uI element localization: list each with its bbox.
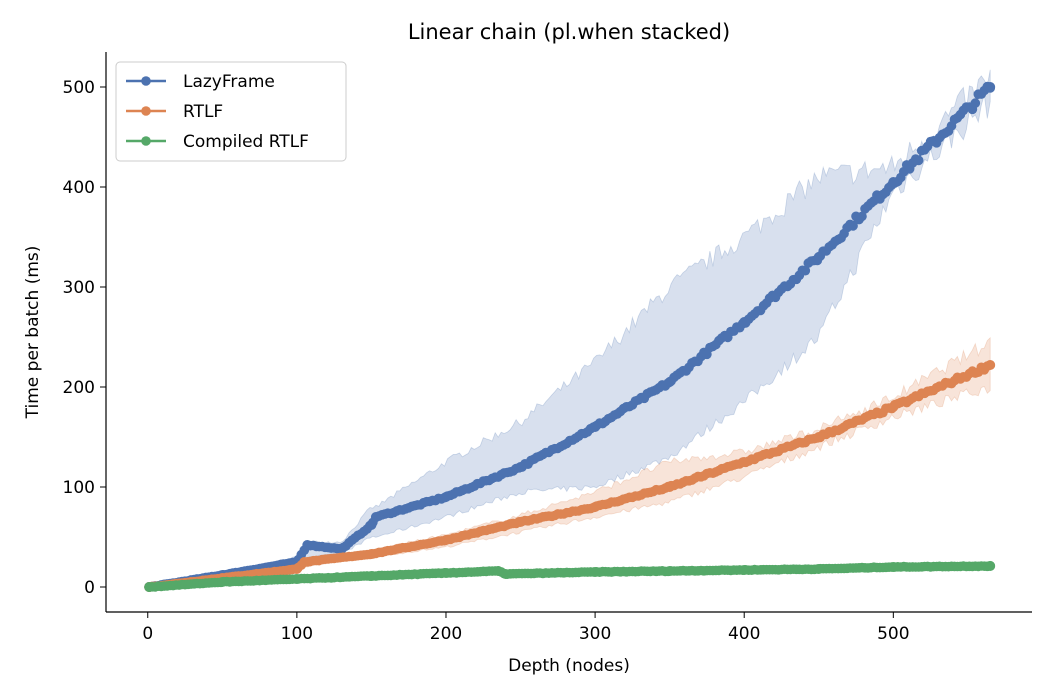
point-rtlf bbox=[441, 535, 451, 545]
series-points bbox=[144, 81, 996, 592]
point-compiled-rtlf bbox=[590, 567, 601, 577]
point-lazyframe bbox=[441, 492, 451, 502]
y-axis-title: Time per batch (ms) bbox=[23, 246, 43, 420]
legend-frame bbox=[115, 61, 347, 162]
legend-item-lazyframe: LazyFrame bbox=[126, 72, 275, 92]
point-compiled-rtlf bbox=[664, 566, 675, 576]
y-tick-label: 200 bbox=[63, 378, 95, 398]
point-rtlf bbox=[299, 557, 310, 567]
y-tick-label: 500 bbox=[63, 78, 95, 98]
point-lazyframe bbox=[739, 317, 750, 327]
x-axis-title: Depth (nodes) bbox=[508, 656, 630, 676]
point-compiled-rtlf bbox=[739, 565, 750, 575]
point-compiled-rtlf bbox=[500, 569, 511, 579]
x-tick-label: 500 bbox=[877, 624, 909, 644]
point-lazyframe bbox=[848, 221, 858, 231]
point-lazyframe bbox=[370, 512, 381, 522]
x-ticks: 0 100 200 300 400 500 bbox=[142, 612, 910, 644]
legend-label: LazyFrame bbox=[183, 72, 275, 92]
point-lazyframe bbox=[970, 98, 981, 108]
x-tick-label: 400 bbox=[728, 624, 760, 644]
point-compiled-rtlf bbox=[888, 562, 899, 572]
point-rtlf bbox=[664, 482, 675, 492]
legend-swatch-marker bbox=[141, 136, 151, 146]
point-lazyframe bbox=[590, 422, 601, 432]
point-lazyframe bbox=[515, 462, 526, 472]
legend-swatch-marker bbox=[141, 76, 151, 86]
legend: LazyFrame RTLF Compiled RTLF bbox=[115, 61, 347, 162]
point-rtlf bbox=[291, 564, 302, 574]
point-compiled-rtlf bbox=[366, 571, 377, 581]
point-lazyframe bbox=[366, 520, 377, 530]
point-rtlf bbox=[590, 502, 601, 512]
point-lazyframe bbox=[857, 211, 867, 222]
point-compiled-rtlf bbox=[217, 577, 228, 587]
chart-title: Linear chain (pl.when stacked) bbox=[408, 20, 730, 44]
point-compiled-rtlf bbox=[813, 564, 824, 574]
x-tick-label: 100 bbox=[281, 624, 313, 644]
y-tick-label: 0 bbox=[84, 578, 95, 598]
point-rtlf bbox=[985, 360, 996, 370]
x-tick-label: 300 bbox=[579, 624, 611, 644]
y-tick-label: 300 bbox=[63, 278, 95, 298]
y-tick-label: 400 bbox=[63, 178, 95, 198]
point-rtlf bbox=[366, 549, 377, 559]
point-lazyframe bbox=[913, 155, 924, 166]
point-rtlf bbox=[739, 457, 750, 467]
point-rtlf bbox=[813, 432, 824, 442]
point-lazyframe bbox=[336, 544, 347, 554]
point-lazyframe bbox=[813, 252, 824, 262]
point-rtlf bbox=[888, 402, 899, 412]
y-ticks: 0 100 200 300 400 500 bbox=[63, 78, 106, 598]
point-compiled-rtlf bbox=[291, 574, 302, 584]
legend-item-rtlf: RTLF bbox=[126, 102, 223, 122]
point-lazyframe bbox=[888, 177, 899, 187]
point-lazyframe bbox=[664, 377, 675, 387]
point-compiled-rtlf bbox=[985, 561, 996, 571]
legend-item-compiled-rtlf: Compiled RTLF bbox=[126, 132, 309, 152]
point-compiled-rtlf bbox=[144, 582, 155, 592]
legend-label: Compiled RTLF bbox=[183, 132, 309, 152]
points-compiled-rtlf bbox=[144, 561, 996, 592]
point-rtlf bbox=[515, 517, 526, 527]
point-compiled-rtlf bbox=[441, 568, 451, 578]
point-lazyframe bbox=[985, 82, 996, 92]
x-tick-label: 0 bbox=[142, 624, 153, 644]
point-lazyframe bbox=[302, 540, 313, 550]
x-tick-label: 200 bbox=[430, 624, 462, 644]
y-tick-label: 100 bbox=[63, 478, 95, 498]
legend-label: RTLF bbox=[183, 102, 223, 122]
point-lazyframe bbox=[800, 265, 811, 276]
legend-swatch-marker bbox=[141, 106, 151, 116]
